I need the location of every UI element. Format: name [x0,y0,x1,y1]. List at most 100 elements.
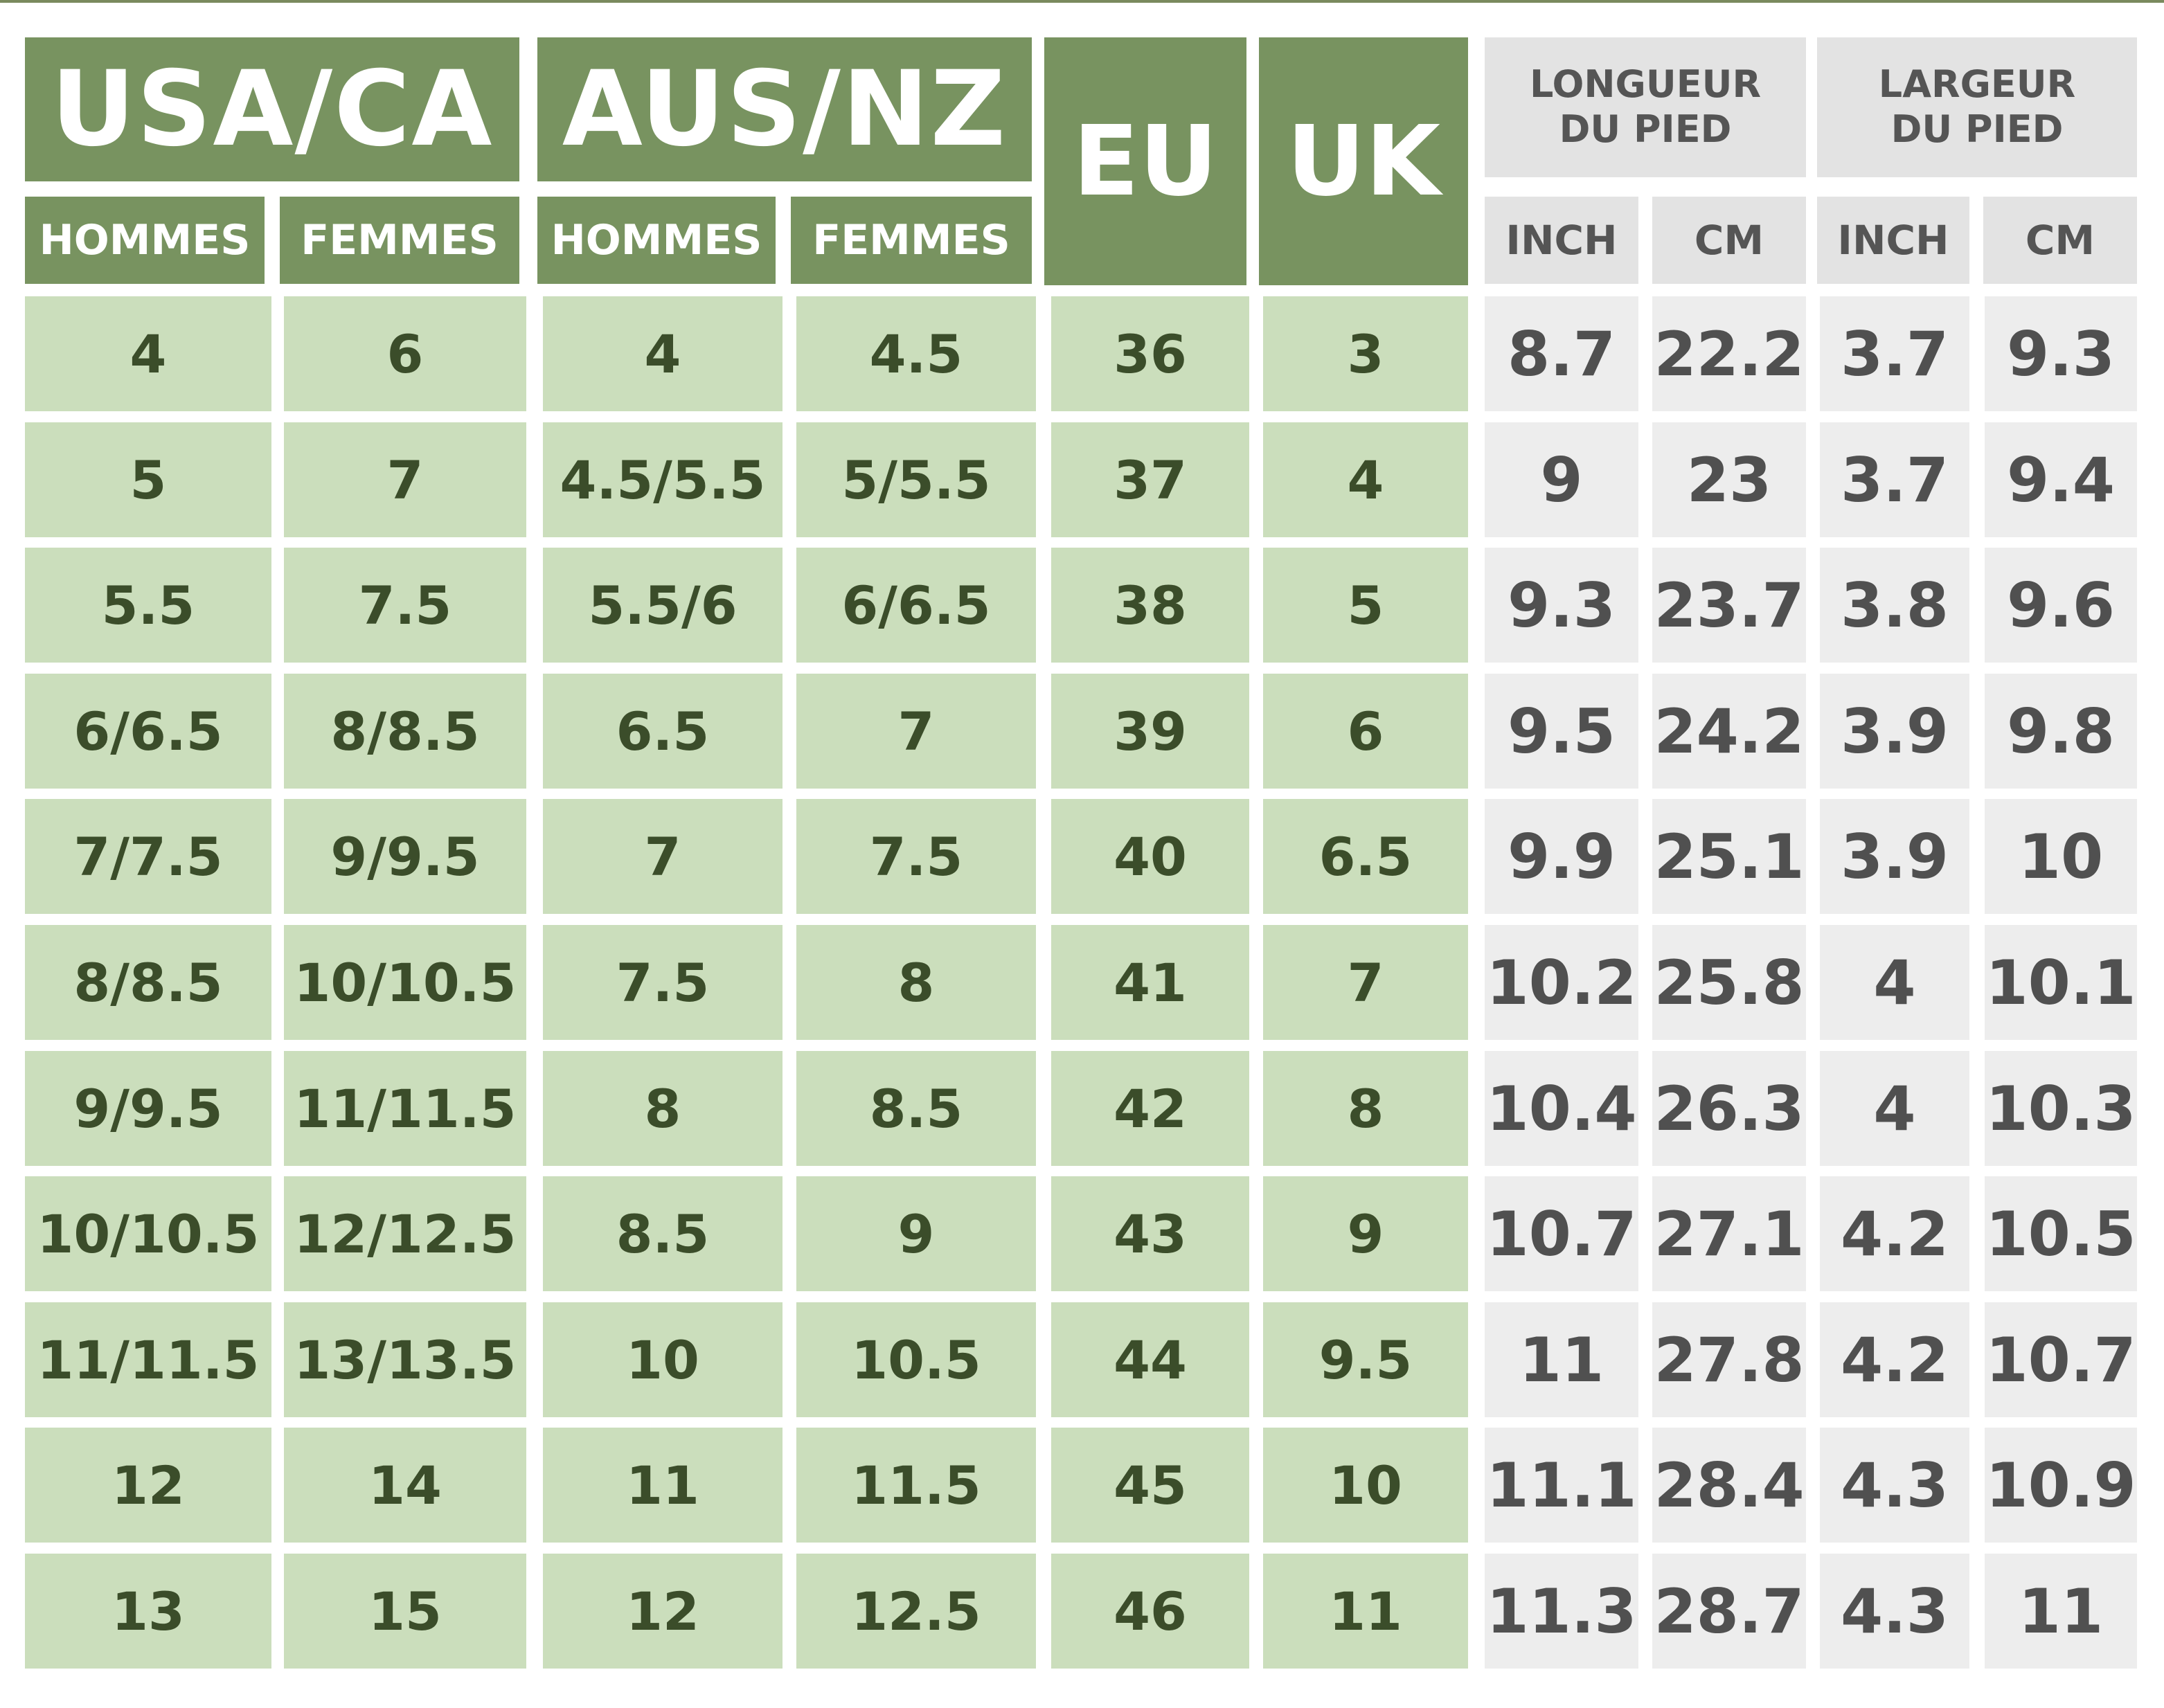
cell-usa-femmes: 6 [284,296,526,411]
cell-length-cm: 28.4 [1652,1428,1806,1543]
cell-length-inch: 11.1 [1485,1428,1638,1543]
cell-aus-hommes: 5.5/6 [543,548,783,663]
cell-aus-hommes: 4.5/5.5 [543,422,783,537]
cell-eu: 38 [1051,548,1249,663]
cell-uk: 11 [1263,1554,1468,1669]
cell-usa-femmes: 7.5 [284,548,526,663]
cell-width-inch: 3.9 [1820,674,1969,789]
cell-usa-hommes: 7/7.5 [25,799,271,914]
cell-length-cm: 24.2 [1652,674,1806,789]
cell-eu: 36 [1051,296,1249,411]
subheader-width-inch: INCH [1817,197,1969,284]
cell-width-inch: 4.3 [1820,1428,1969,1543]
cell-width-cm: 9.6 [1985,548,2137,663]
subheader-length-cm: CM [1652,197,1806,284]
cell-width-cm: 10 [1985,799,2137,914]
cell-length-cm: 27.1 [1652,1176,1806,1291]
cell-width-inch: 3.7 [1820,296,1969,411]
cell-aus-hommes: 11 [543,1428,783,1543]
cell-length-cm: 22.2 [1652,296,1806,411]
cell-width-inch: 3.8 [1820,548,1969,663]
cell-length-inch: 9.5 [1485,674,1638,789]
cell-length-inch: 9.3 [1485,548,1638,663]
cell-width-cm: 10.9 [1985,1428,2137,1543]
cell-width-cm: 11 [1985,1554,2137,1669]
cell-length-inch: 11.3 [1485,1554,1638,1669]
cell-aus-femmes: 10.5 [796,1302,1036,1417]
cell-usa-femmes: 7 [284,422,526,537]
cell-usa-femmes: 15 [284,1554,526,1669]
subheader-width-cm: CM [1983,197,2137,284]
cell-eu: 40 [1051,799,1249,914]
cell-length-cm: 23 [1652,422,1806,537]
cell-width-cm: 9.3 [1985,296,2137,411]
header-usa-ca: USA/CA [25,37,519,181]
cell-width-inch: 4 [1820,1051,1969,1166]
cell-uk: 4 [1263,422,1468,537]
cell-width-inch: 4 [1820,925,1969,1040]
header-uk: UK [1259,37,1468,285]
subheader-usa-hommes: HOMMES [25,197,265,284]
cell-length-cm: 28.7 [1652,1554,1806,1669]
cell-length-inch: 8.7 [1485,296,1638,411]
cell-aus-femmes: 11.5 [796,1428,1036,1543]
cell-length-inch: 10.4 [1485,1051,1638,1166]
cell-usa-femmes: 8/8.5 [284,674,526,789]
cell-length-cm: 27.8 [1652,1302,1806,1417]
cell-aus-femmes: 5/5.5 [796,422,1036,537]
cell-uk: 5 [1263,548,1468,663]
cell-aus-hommes: 6.5 [543,674,783,789]
cell-aus-femmes: 12.5 [796,1554,1036,1669]
cell-width-cm: 9.8 [1985,674,2137,789]
subheader-aus-femmes: FEMMES [791,197,1032,284]
cell-width-cm: 10.1 [1985,925,2137,1040]
cell-uk: 10 [1263,1428,1468,1543]
cell-length-inch: 11 [1485,1302,1638,1417]
cell-aus-femmes: 7.5 [796,799,1036,914]
cell-width-cm: 10.3 [1985,1051,2137,1166]
cell-width-cm: 9.4 [1985,422,2137,537]
cell-aus-femmes: 9 [796,1176,1036,1291]
cell-length-cm: 26.3 [1652,1051,1806,1166]
cell-usa-hommes: 9/9.5 [25,1051,271,1166]
cell-width-cm: 10.7 [1985,1302,2137,1417]
cell-aus-hommes: 7.5 [543,925,783,1040]
cell-width-inch: 4.2 [1820,1302,1969,1417]
cell-aus-femmes: 4.5 [796,296,1036,411]
cell-aus-femmes: 6/6.5 [796,548,1036,663]
cell-aus-femmes: 7 [796,674,1036,789]
cell-uk: 9 [1263,1176,1468,1291]
subheader-usa-femmes: FEMMES [280,197,519,284]
cell-usa-hommes: 6/6.5 [25,674,271,789]
cell-width-inch: 3.9 [1820,799,1969,914]
cell-length-cm: 25.1 [1652,799,1806,914]
cell-usa-hommes: 11/11.5 [25,1302,271,1417]
cell-aus-hommes: 7 [543,799,783,914]
cell-usa-femmes: 13/13.5 [284,1302,526,1417]
cell-usa-hommes: 4 [25,296,271,411]
cell-aus-hommes: 4 [543,296,783,411]
cell-uk: 3 [1263,296,1468,411]
cell-usa-femmes: 10/10.5 [284,925,526,1040]
cell-usa-femmes: 14 [284,1428,526,1543]
cell-uk: 8 [1263,1051,1468,1166]
cell-aus-hommes: 8 [543,1051,783,1166]
cell-uk: 6.5 [1263,799,1468,914]
cell-width-cm: 10.5 [1985,1176,2137,1291]
cell-uk: 7 [1263,925,1468,1040]
cell-usa-femmes: 9/9.5 [284,799,526,914]
cell-usa-hommes: 13 [25,1554,271,1669]
subheader-length-inch: INCH [1485,197,1638,284]
cell-eu: 41 [1051,925,1249,1040]
cell-length-inch: 9.9 [1485,799,1638,914]
cell-aus-hommes: 10 [543,1302,783,1417]
cell-length-inch: 9 [1485,422,1638,537]
cell-uk: 9.5 [1263,1302,1468,1417]
cell-aus-hommes: 8.5 [543,1176,783,1291]
cell-aus-femmes: 8 [796,925,1036,1040]
header-aus-nz: AUS/NZ [537,37,1032,181]
cell-width-inch: 4.3 [1820,1554,1969,1669]
cell-usa-hommes: 12 [25,1428,271,1543]
cell-length-inch: 10.2 [1485,925,1638,1040]
cell-usa-hommes: 5 [25,422,271,537]
